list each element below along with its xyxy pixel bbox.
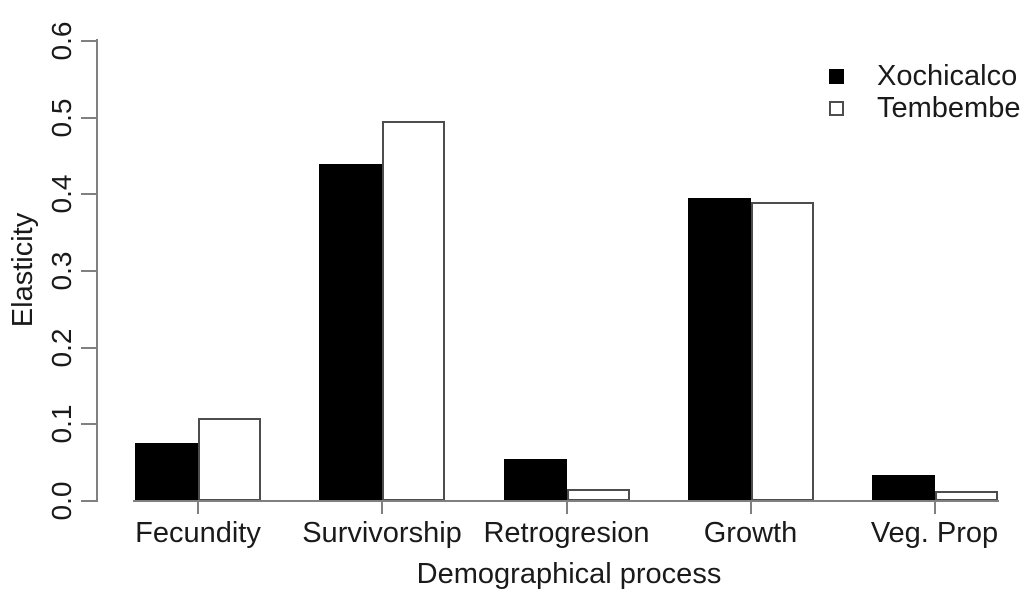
bar-xochicalco-retrogresion bbox=[503, 459, 567, 501]
x-tick-label-survivorship: Survivorship bbox=[302, 517, 462, 549]
legend-item-tembembe: Tembembe bbox=[829, 92, 1020, 124]
bar-xochicalco-fecundity bbox=[135, 443, 198, 501]
y-axis-line bbox=[96, 39, 98, 502]
y-tick-0.3 bbox=[81, 269, 96, 272]
y-tick-0.5 bbox=[81, 116, 96, 119]
y-tick-0.6 bbox=[81, 39, 96, 42]
y-tick-label-0.2: 0.2 bbox=[46, 328, 77, 368]
y-tick-0.0 bbox=[81, 500, 96, 502]
y-tick-label-0.0: 0.0 bbox=[46, 481, 77, 521]
y-tick-label-0.4: 0.4 bbox=[46, 174, 77, 214]
y-axis-title: Elasticity bbox=[7, 212, 39, 328]
bar-tembembe-fecundity bbox=[198, 418, 261, 501]
x-tick-label-growth: Growth bbox=[703, 517, 798, 549]
x-tick-label-retrogresion: Retrogresion bbox=[483, 517, 650, 549]
y-tick-label-0.6: 0.6 bbox=[46, 21, 77, 61]
y-tick-label-0.1: 0.1 bbox=[46, 404, 77, 444]
y-tick-label-0.5: 0.5 bbox=[46, 98, 77, 137]
y-tick-0.1 bbox=[81, 423, 96, 426]
x-tick-label-veg-prop: Veg. Prop bbox=[870, 517, 999, 549]
bar-xochicalco-growth bbox=[687, 198, 751, 501]
x-tick-survivorship bbox=[381, 501, 383, 514]
x-tick-veg-prop bbox=[933, 501, 936, 514]
y-tick-0.4 bbox=[81, 193, 96, 196]
bar-tembembe-survivorship bbox=[382, 121, 445, 501]
x-tick-label-fecundity: Fecundity bbox=[135, 517, 261, 549]
legend-swatch-tembembe bbox=[829, 100, 844, 116]
y-tick-0.2 bbox=[81, 346, 96, 349]
x-tick-retrogresion bbox=[565, 501, 568, 514]
x-tick-fecundity bbox=[197, 501, 199, 514]
bar-tembembe-growth bbox=[750, 202, 814, 501]
x-tick-growth bbox=[749, 501, 752, 514]
bar-xochicalco-veg-prop bbox=[871, 475, 935, 501]
bar-xochicalco-survivorship bbox=[319, 164, 382, 501]
y-tick-label-0.3: 0.3 bbox=[46, 251, 77, 291]
legend: Xochicalco Tembembe bbox=[829, 60, 1020, 124]
legend-label-xochicalco: Xochicalco bbox=[877, 60, 1018, 92]
legend-label-tembembe: Tembembe bbox=[877, 92, 1021, 124]
legend-item-xochicalco: Xochicalco bbox=[829, 60, 1020, 92]
x-axis-title: Demographical process bbox=[416, 558, 722, 590]
legend-swatch-xochicalco bbox=[829, 68, 844, 84]
